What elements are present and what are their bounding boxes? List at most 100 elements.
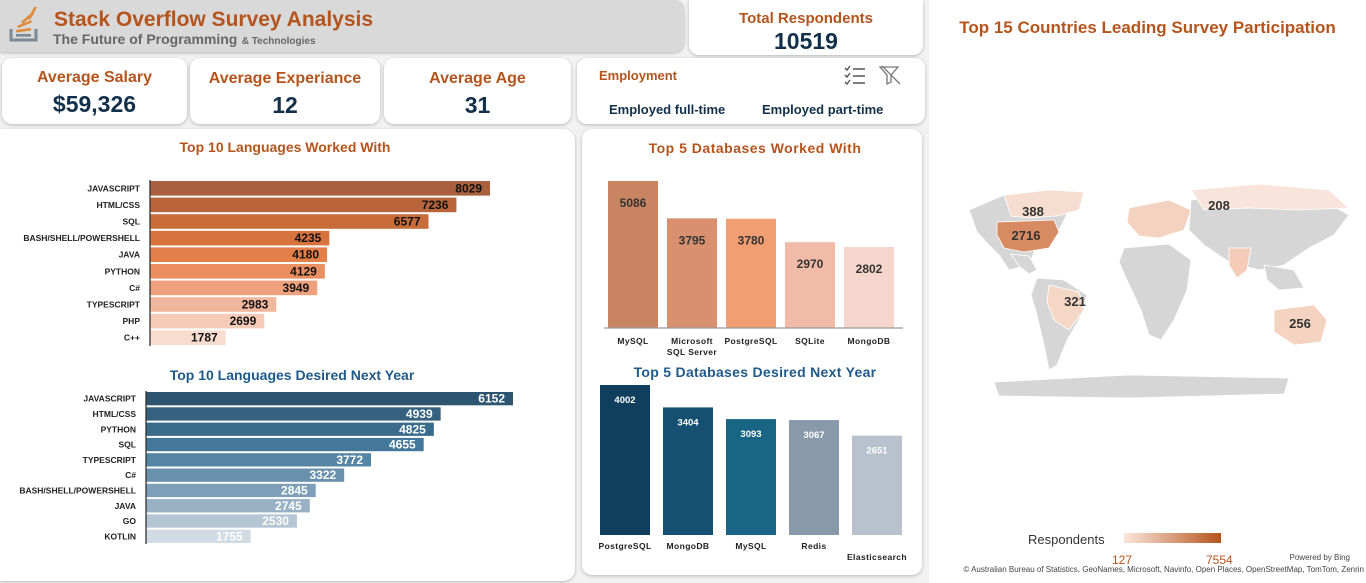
map-powered-by: Powered by Bing — [1289, 553, 1350, 562]
map-legend-gradient — [1124, 533, 1221, 543]
value-label-lang_worked-6: 3949 — [283, 281, 310, 295]
category-label-lang_desired-5: C# — [125, 470, 136, 480]
db-worked-chart: 5086 MySQL 3795 Microsoft SQL Server 3780 Post… — [604, 181, 903, 357]
bar-db_desired-2 — [726, 419, 776, 535]
value-label-lang_desired-3: 4655 — [389, 438, 416, 452]
lang-desired-title: Top 10 Languages Desired Next Year — [169, 367, 415, 383]
db-desired-title: Top 5 Databases Desired Next Year — [633, 364, 877, 380]
bar-lang_desired-4 — [146, 453, 372, 467]
category-label-db_worked-2: PostgreSQL — [724, 336, 777, 346]
world-map[interactable]: 388 208 2716 321 256 — [929, 170, 1366, 400]
value-label-lang_desired-9: 1755 — [216, 529, 243, 543]
map-region-antarctica — [993, 374, 1290, 399]
map-legend-max: 7554 — [1206, 553, 1233, 567]
category-label-lang_desired-4: TYPESCRIPT — [83, 455, 137, 465]
total-respondents-value: 10519 — [774, 28, 838, 54]
average-salary-value: $59,326 — [52, 91, 137, 117]
category-label-db_desired-0: PostgreSQL — [598, 541, 651, 551]
bar-lang_desired-5 — [146, 468, 345, 482]
average-salary-card: Average Salary $59,326 — [2, 58, 187, 124]
category-label-lang_desired-6: BASH/SHELL/POWERSHELL — [19, 485, 136, 495]
value-label-lang_desired-7: 2745 — [275, 499, 302, 513]
value-label-lang_worked-1: 7236 — [422, 198, 449, 212]
page-subtitle-small: & Technologies — [241, 36, 316, 47]
lang-desired-chart: JAVASCRIPT 6152 HTML/CSS 4939 PYTHON 4825 SQL 4… — [19, 391, 513, 544]
average-age-card: Average Age 31 — [384, 58, 571, 124]
value-label-db_worked-3: 2970 — [797, 257, 824, 271]
bar-lang_desired-8 — [146, 514, 297, 528]
category-label-lang_desired-1: HTML/CSS — [93, 409, 137, 419]
employment-option-full-time[interactable]: Employed full-time — [609, 102, 726, 117]
bar-lang_worked-6 — [150, 280, 318, 296]
bar-db_desired-3 — [789, 420, 839, 535]
map-region-europe — [1126, 199, 1192, 239]
category-label-lang_worked-1: HTML/CSS — [97, 200, 141, 210]
average-experience-value: 12 — [272, 92, 298, 118]
category-label-lang_worked-3: BASH/SHELL/POWERSHELL — [23, 233, 140, 243]
bar-db_desired-4 — [852, 435, 902, 535]
category-label-lang_worked-5: PYTHON — [105, 266, 140, 276]
page-subtitle-main: The Future of Programming — [53, 31, 238, 47]
bar-db_worked-4 — [844, 247, 894, 328]
value-label-db_desired-3: 3067 — [803, 430, 824, 441]
category-label-lang_worked-0: JAVASCRIPT — [87, 183, 140, 193]
average-age-label: Average Age — [429, 70, 526, 87]
value-label-lang_worked-8: 2699 — [230, 314, 257, 328]
value-label-lang_worked-7: 2983 — [242, 298, 269, 312]
category-label-lang_desired-0: JAVASCRIPT — [83, 394, 136, 404]
languages-card: Top 10 Languages Worked With JAVASCRIPT 8… — [0, 129, 575, 581]
bar-lang_desired-9 — [146, 529, 251, 543]
employment-slicer: Employment Employed full-time Employed p… — [577, 58, 925, 124]
average-salary-label: Average Salary — [36, 69, 153, 86]
bar-db_desired-1 — [663, 407, 713, 535]
bar-db_worked-3 — [785, 242, 835, 328]
map-region-africa — [1118, 243, 1192, 341]
category-label-db_worked-0: MySQL — [617, 336, 648, 346]
average-age-value: 31 — [464, 92, 491, 118]
bar-db_worked-2 — [726, 218, 776, 328]
category-label-lang_worked-6: C# — [129, 283, 140, 293]
value-label-lang_worked-3: 4235 — [295, 231, 322, 245]
category-label-db_desired-3: Redis — [801, 541, 826, 551]
map-region-usa — [996, 219, 1060, 253]
value-label-db_desired-0: 4002 — [614, 395, 635, 406]
bar-lang_worked-2 — [150, 214, 429, 229]
db-desired-chart: 4002 PostgreSQL 3404 MongoDB 3093 MySQL 3067 Re… — [598, 385, 907, 562]
bar-lang_worked-9 — [150, 330, 226, 345]
value-label-lang_desired-6: 2845 — [281, 483, 308, 497]
map-label-russia: 208 — [1208, 198, 1230, 213]
value-label-db_desired-2: 3093 — [740, 429, 761, 440]
category-label-db_desired-1: MongoDB — [667, 541, 710, 551]
map-label-usa: 2716 — [1012, 228, 1041, 243]
average-experience-label: Average Experiance — [208, 70, 362, 87]
total-respondents-card: Total Respondents 10519 — [689, 0, 923, 55]
bar-lang_worked-4 — [150, 247, 328, 262]
page-subtitle: The Future of Programming & Technologies — [53, 31, 316, 49]
bar-lang_worked-3 — [150, 230, 330, 246]
map-region-russia — [1190, 183, 1350, 211]
lang-worked-chart: JAVASCRIPT 8029 HTML/CSS 7236 SQL 6577 BASH/SH… — [23, 180, 490, 346]
category-label-lang_worked-4: JAVA — [119, 250, 140, 260]
map-title: Top 15 Countries Leading Survey Particip… — [959, 18, 1336, 37]
employment-slicer-title: Employment — [599, 68, 678, 83]
value-label-db_worked-2: 3780 — [738, 234, 765, 248]
multi-select-icon[interactable] — [844, 65, 866, 85]
bar-lang_desired-0 — [146, 392, 513, 406]
category-label-lang_desired-2: PYTHON — [101, 424, 136, 434]
employment-option-part-time[interactable]: Employed part-time — [762, 102, 884, 117]
value-label-lang_desired-1: 4939 — [406, 407, 433, 421]
stack-overflow-logo-icon — [9, 7, 38, 42]
map-label-canada: 388 — [1022, 204, 1044, 219]
value-label-db_worked-0: 5086 — [620, 196, 647, 210]
total-respondents-label: Total Respondents — [739, 10, 873, 27]
clear-filter-icon[interactable] — [879, 65, 901, 85]
value-label-db_desired-4: 2651 — [866, 446, 888, 457]
category-label-lang_desired-7: JAVA — [115, 501, 136, 511]
category-label-db_worked-3: SQLite — [795, 336, 825, 346]
category-label-db_desired-4: Elasticsearch — [847, 552, 907, 562]
map-region-india — [1228, 247, 1252, 279]
average-experience-card: Average Experiance 12 — [190, 58, 380, 124]
map-label-australia: 256 — [1289, 316, 1311, 331]
lang-worked-title: Top 10 Languages Worked With — [179, 139, 391, 155]
category-label-db_worked-4: MongoDB — [848, 336, 891, 346]
